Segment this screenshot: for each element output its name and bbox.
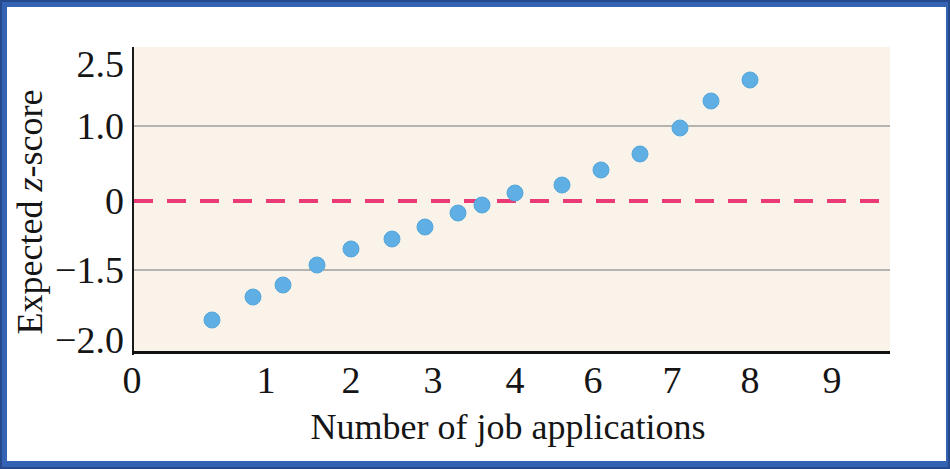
x-tick-label: 8: [710, 358, 790, 402]
data-point: [275, 277, 292, 294]
data-point: [204, 312, 221, 329]
data-point: [309, 256, 326, 273]
data-point: [632, 145, 649, 162]
normal-probability-plot-figure: 2.51.00−1.5−2.0 012346789 Expected z-sco…: [0, 0, 950, 469]
data-point: [384, 230, 401, 247]
data-point: [592, 162, 609, 179]
data-point: [416, 219, 433, 236]
data-point: [742, 72, 759, 89]
data-point: [507, 184, 524, 201]
y-axis-title-suffix: -score: [10, 90, 50, 178]
y-tick-label: 2.5: [34, 42, 124, 86]
y-axis-title: Expected z-score: [9, 90, 51, 335]
data-point: [449, 204, 466, 221]
data-point: [343, 240, 360, 257]
gridline-y-1.0: [134, 125, 890, 127]
x-tick-label: 4: [475, 358, 555, 402]
data-point: [553, 177, 570, 194]
data-point: [703, 93, 720, 110]
x-tick-label: 1: [226, 358, 306, 402]
data-point: [671, 120, 688, 137]
y-axis-title-prefix: Expected: [10, 192, 50, 335]
gridline-y-neg1.5: [134, 269, 890, 271]
x-axis-title: Number of job applications: [311, 406, 706, 448]
data-point: [474, 197, 491, 214]
y-axis-line: [132, 47, 134, 355]
x-axis-line: [132, 351, 890, 354]
y-axis-title-z-variable: z: [10, 178, 50, 192]
x-tick-label: 0: [92, 358, 172, 402]
x-tick-label: 2: [311, 358, 391, 402]
data-point: [244, 288, 261, 305]
x-tick-label: 9: [792, 358, 872, 402]
x-tick-label: 3: [393, 358, 473, 402]
x-tick-label: 6: [553, 358, 633, 402]
x-tick-label: 7: [632, 358, 712, 402]
